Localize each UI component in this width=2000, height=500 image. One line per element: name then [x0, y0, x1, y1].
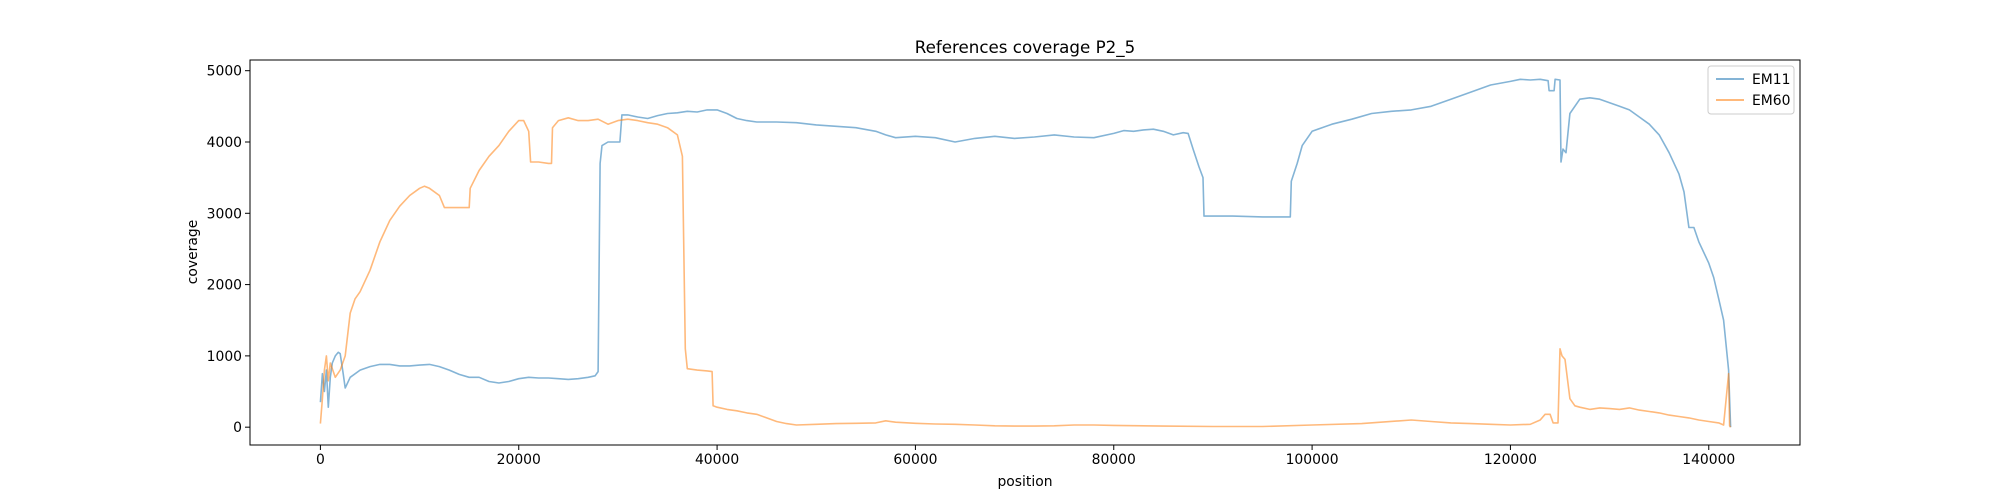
chart-title: References coverage P2_5 — [915, 37, 1135, 58]
legend: EM11 EM60 — [1707, 65, 1795, 115]
x-tick-label: 80000 — [1092, 452, 1136, 468]
y-tick-label: 4000 — [207, 135, 242, 151]
x-tick-label: 140000 — [1682, 452, 1735, 468]
plot-frame — [249, 59, 1801, 446]
series-line-em11 — [319, 78, 1732, 428]
x-tick-label: 60000 — [893, 452, 937, 468]
x-axis-title: position — [997, 474, 1052, 490]
y-tick-label: 3000 — [207, 206, 242, 222]
legend-label-em11: EM11 — [1752, 72, 1790, 88]
x-tick-label: 120000 — [1484, 452, 1537, 468]
y-tick-label: 5000 — [207, 64, 242, 80]
series-layer — [319, 78, 1732, 428]
y-tick-label: 0 — [233, 420, 242, 436]
y-tick-label: 1000 — [207, 349, 242, 365]
x-tick-label: 40000 — [695, 452, 739, 468]
y-axis-title: coverage — [185, 220, 201, 285]
x-tick-label: 100000 — [1286, 452, 1339, 468]
legend-label-em60: EM60 — [1752, 93, 1790, 109]
axes-layer: 0 20000 40000 60000 80000 100000 120000 140000 0… — [207, 64, 1736, 468]
x-tick-label: 0 — [316, 452, 325, 468]
y-tick-label: 2000 — [207, 278, 242, 294]
series-line-em60 — [319, 117, 1732, 428]
x-tick-label: 20000 — [497, 452, 541, 468]
